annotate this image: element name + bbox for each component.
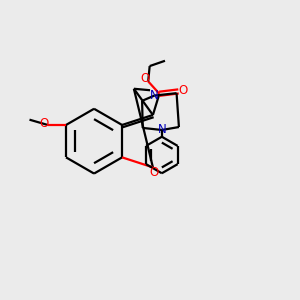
Text: O: O xyxy=(178,84,187,97)
Text: O: O xyxy=(149,166,159,179)
Text: N: N xyxy=(150,89,159,102)
Text: O: O xyxy=(141,72,150,85)
Text: N: N xyxy=(158,124,166,136)
Text: O: O xyxy=(40,117,49,130)
